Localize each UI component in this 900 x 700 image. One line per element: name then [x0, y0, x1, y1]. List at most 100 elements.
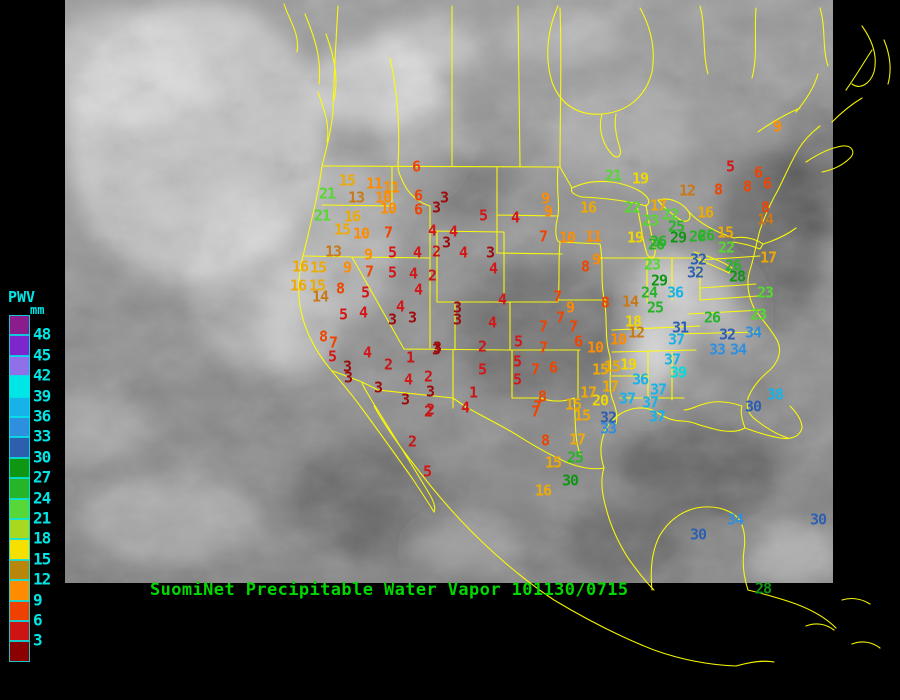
station-value: 30 — [561, 471, 579, 490]
station-value: 3 — [452, 310, 462, 329]
station-value: 11 — [382, 178, 400, 197]
scale-swatch — [9, 355, 30, 377]
station-value: 9 — [540, 189, 550, 208]
station-value: 31 — [671, 318, 689, 337]
station-value: 16 — [579, 198, 597, 217]
station-value: 25 — [667, 217, 685, 236]
scale-tick-label: 33 — [33, 426, 51, 446]
great-lakes — [570, 180, 764, 274]
station-value: 19 — [619, 355, 637, 374]
station-value: 8 — [760, 198, 770, 217]
scale-swatch — [9, 641, 30, 662]
station-value: 10 — [374, 188, 392, 207]
station-value: 7 — [530, 402, 540, 421]
station-value: 9 — [565, 298, 575, 317]
station-value: 3 — [485, 243, 495, 262]
station-value: 36 — [631, 370, 649, 389]
station-value: 26 — [647, 235, 665, 254]
station-value: 28 — [728, 267, 746, 286]
station-value: 26 — [724, 256, 742, 275]
station-value: 19 — [626, 228, 644, 247]
station-value: 5 — [512, 370, 522, 389]
station-value: 1 — [468, 383, 478, 402]
station-value: 15 — [333, 220, 351, 239]
station-value: 8 — [537, 387, 547, 406]
station-value: 15 — [338, 171, 356, 190]
station-value: 15 — [308, 276, 326, 295]
station-value: 10 — [379, 199, 397, 218]
station-value: 9 — [342, 258, 352, 277]
station-value: 10 — [609, 330, 627, 349]
map-title: SuomiNet Precipitable Water Vapor 101130… — [150, 580, 629, 600]
station-value: 9 — [363, 245, 373, 264]
station-value: 26 — [688, 227, 706, 246]
scale-tick-label: 12 — [33, 569, 51, 589]
station-value: 5 — [360, 283, 370, 302]
station-value: 17 — [568, 430, 586, 449]
station-value: 8 — [713, 180, 723, 199]
scale-swatch — [9, 335, 30, 356]
station-value: 3 — [441, 233, 451, 252]
station-value: 3 — [407, 308, 417, 327]
station-value: 9 — [591, 250, 601, 269]
scale-swatch — [9, 621, 30, 642]
coastline-west — [283, 3, 737, 667]
satellite-backdrop — [65, 0, 833, 583]
station-value: 5 — [338, 305, 348, 324]
scale-tick-label: 3 — [33, 630, 43, 650]
state-borders-plains — [496, 166, 607, 351]
station-value: 1 — [405, 348, 415, 367]
station-value: 7 — [530, 360, 540, 379]
scale-swatch — [9, 417, 30, 438]
station-value: 2 — [423, 402, 433, 421]
station-value: 8 — [742, 177, 752, 196]
station-value: 22 — [661, 205, 679, 224]
station-value: 5 — [478, 206, 488, 225]
scale-tick-label: 18 — [33, 528, 51, 548]
station-value: 39 — [669, 363, 687, 382]
scale-tick-label: 30 — [33, 447, 51, 467]
station-value: 4 — [458, 243, 468, 262]
station-value: 19 — [631, 169, 649, 188]
scale-tick-label: 24 — [33, 488, 51, 508]
station-value: 3 — [342, 357, 352, 376]
station-value: 17 — [759, 248, 777, 267]
station-value: 17 — [601, 377, 619, 396]
station-value: 38 — [766, 385, 784, 404]
station-value: 16 — [696, 203, 714, 222]
station-value: 4 — [413, 280, 423, 299]
station-value: 6 — [753, 163, 763, 182]
station-value: 23 — [749, 305, 767, 324]
station-value: 33 — [599, 419, 617, 438]
scale-tick-label: 39 — [33, 386, 51, 406]
station-value: 37 — [618, 389, 636, 408]
station-value: 26 — [649, 232, 667, 251]
station-value: 26 — [703, 308, 721, 327]
coastline-northeast — [699, 5, 891, 173]
station-value: 4 — [362, 343, 372, 362]
station-value: 13 — [347, 188, 365, 207]
scale-tick-label: 36 — [33, 406, 51, 426]
station-value: 34 — [726, 510, 744, 529]
station-value: 37 — [641, 393, 659, 412]
scale-swatch — [9, 376, 30, 397]
scale-tick-label: 48 — [33, 324, 51, 344]
station-value: 9 — [543, 202, 553, 221]
station-value: 14 — [621, 292, 639, 311]
scale-swatch — [9, 600, 30, 621]
station-value: 25 — [566, 448, 584, 467]
station-value: 3 — [400, 390, 410, 409]
station-value: 33 — [708, 340, 726, 359]
station-value: 7 — [364, 262, 374, 281]
station-value: 5 — [512, 352, 522, 371]
station-value: 6 — [762, 174, 772, 193]
station-value: 4 — [408, 264, 418, 283]
station-value: 6 — [548, 358, 558, 377]
scale-swatch — [9, 498, 30, 519]
scale-tick-label: 42 — [33, 365, 51, 385]
state-borders-east — [599, 255, 763, 425]
station-value: 11 — [584, 227, 602, 246]
station-value: 29 — [650, 271, 668, 290]
